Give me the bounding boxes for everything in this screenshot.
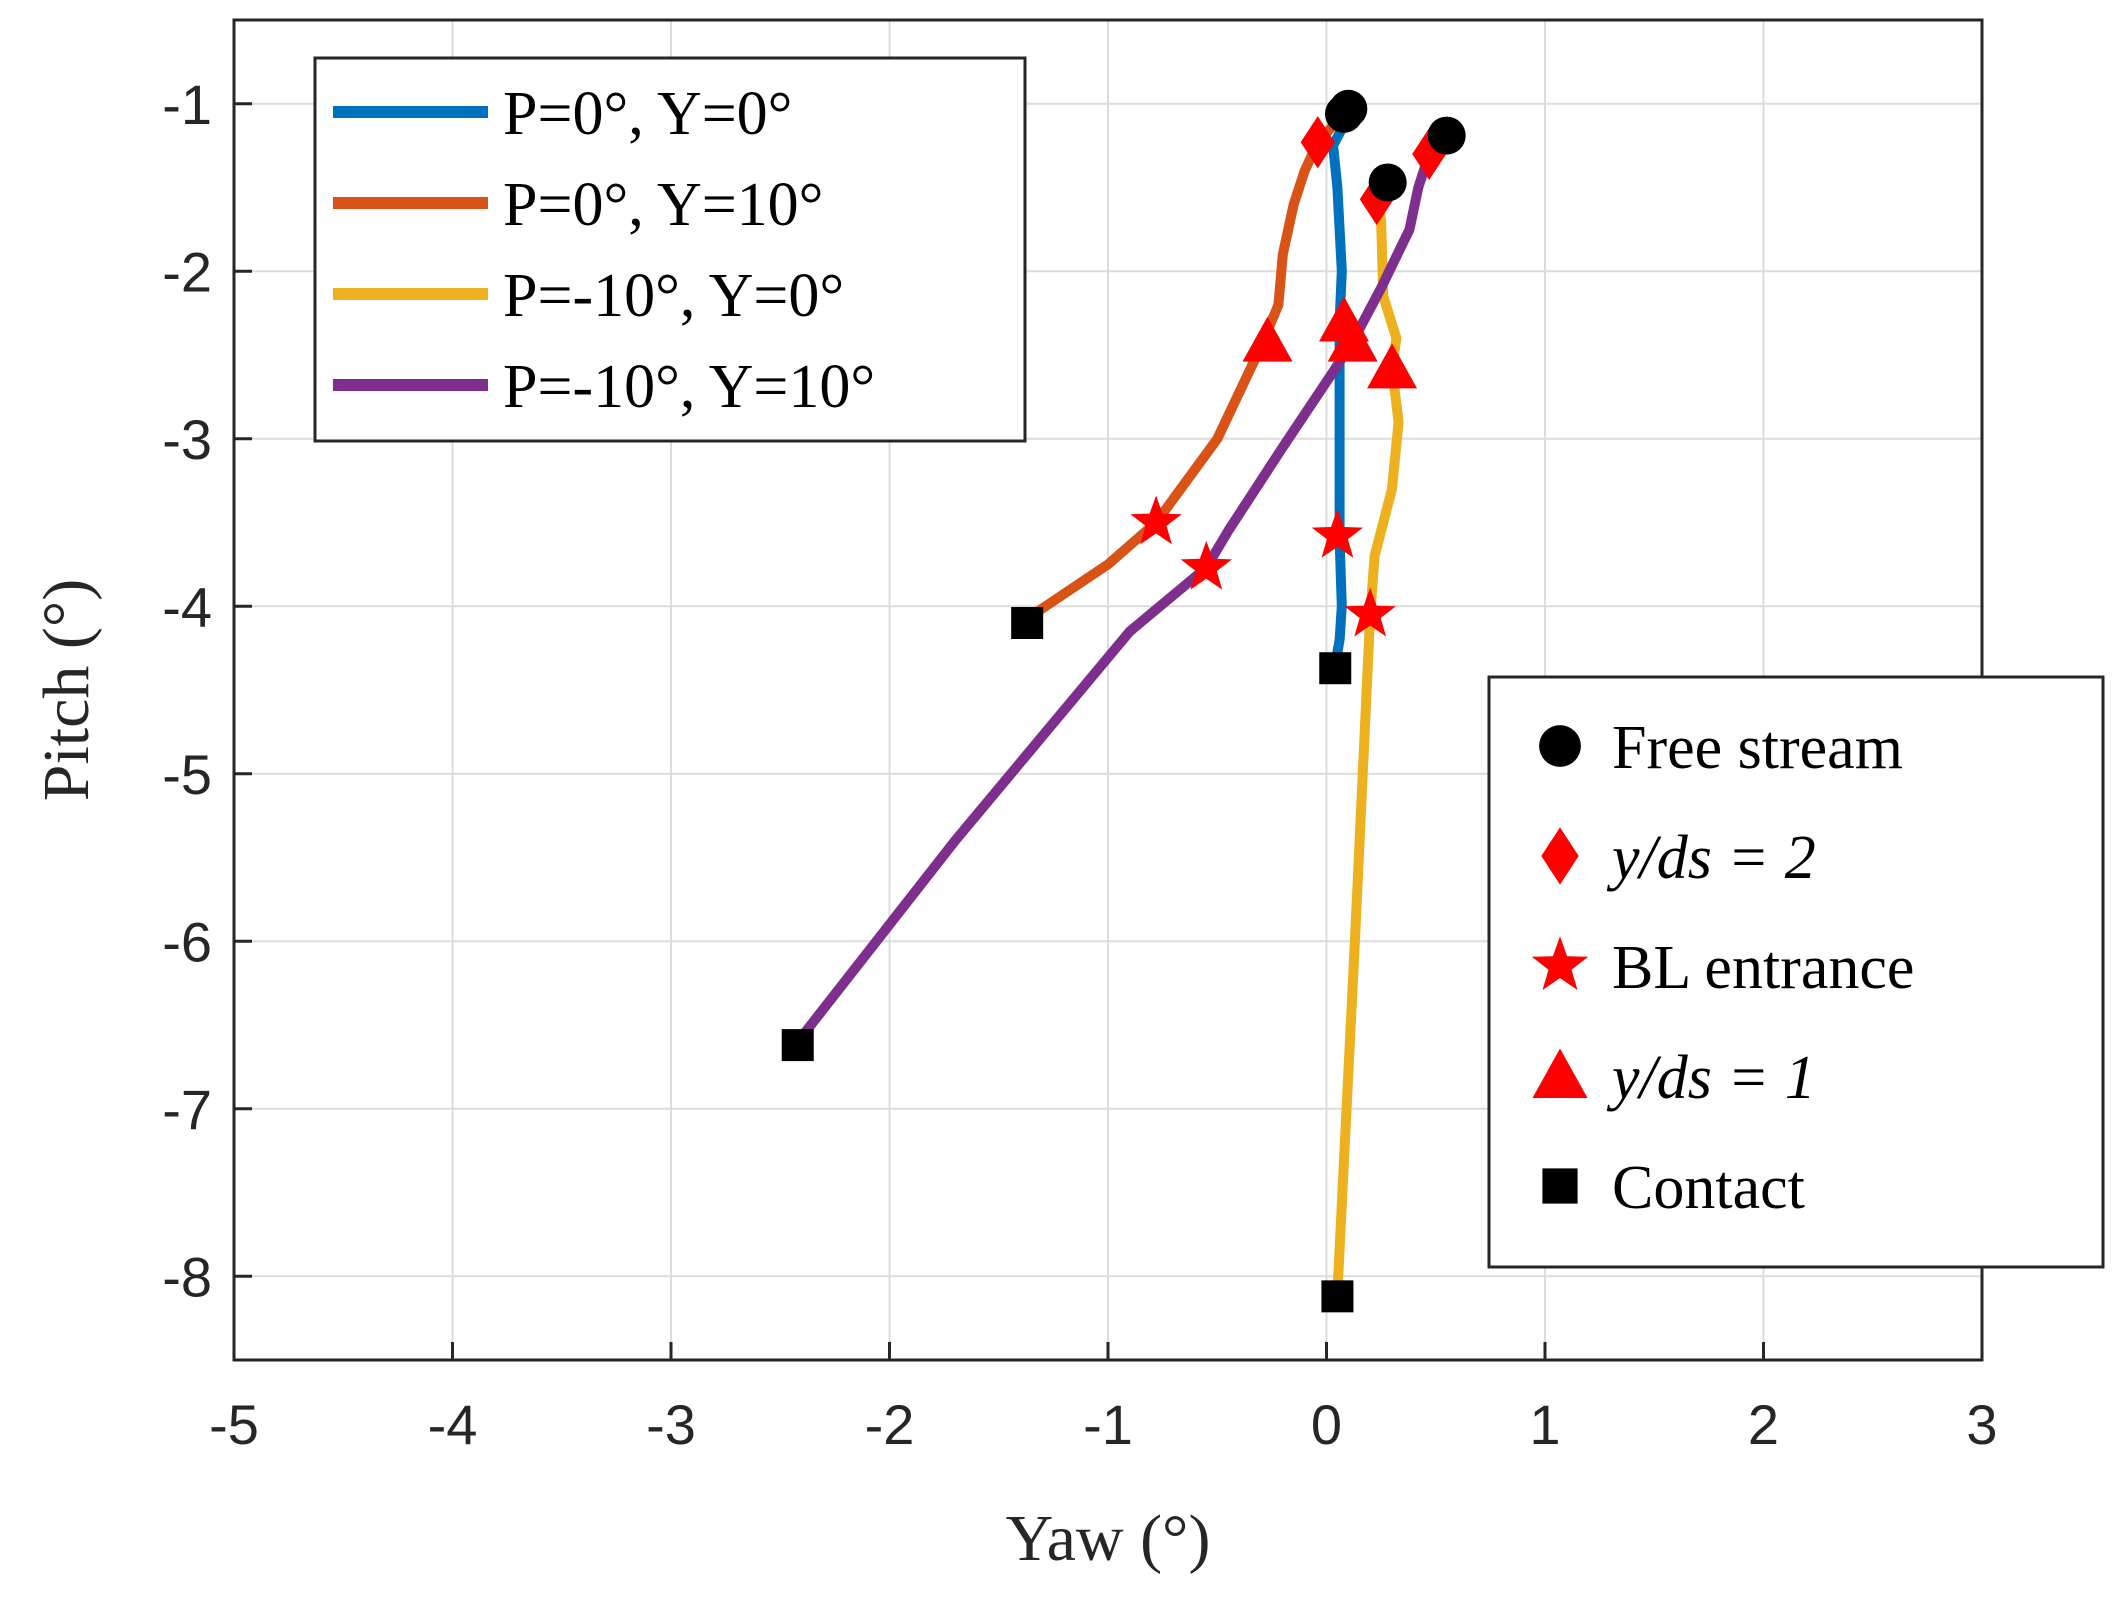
y-tick-label: -1 [162,73,212,136]
bl-entrance-marker-2 [1130,495,1182,545]
y-tick-labels: -1 -2 -3 -4 -5 -6 -7 -8 [162,73,212,1309]
legend-circle-marker [1539,725,1581,767]
legend-square-marker [1542,1168,1578,1204]
y-tick-label: -7 [162,1078,212,1141]
x-tick-label: 0 [1311,1393,1342,1456]
legend-marker-label-2: y/ds = 2 [1606,824,1816,892]
legend-triangle-marker [1532,1048,1588,1098]
bl-entrance-marker-4 [1180,540,1232,590]
legend-markers-box [1487,675,2105,1269]
legend-star-marker [1531,936,1589,990]
y-tick-label: -3 [162,408,212,471]
x-tick-label: -4 [428,1393,478,1456]
legend-series-label-1: P=0°, Y=0° [503,80,792,148]
legend-marker-label-3: BL entrance [1612,934,1914,1002]
legend-marker-label-5: Contact [1612,1154,1805,1222]
y-ds-1-marker-2 [1242,316,1293,362]
free-stream-marker-3 [1368,163,1407,202]
series-line-4 [792,130,1452,1047]
x-tick-label: -1 [1083,1393,1133,1456]
legend-diamond-marker [1541,827,1579,885]
y-ds-2-marker-2 [1300,116,1335,169]
x-tick-labels: -5 -4 -3 -2 -1 0 1 2 3 [209,1393,1997,1456]
y-ds-1-marker-4 [1327,316,1378,362]
y-tick-label: -2 [162,240,212,303]
bl-entrance-marker-3 [1344,587,1396,637]
x-axis-title: Yaw (°) [1006,1502,1211,1575]
free-stream-marker-4 [1427,116,1466,155]
bl-entrance-marker-1 [1311,508,1364,558]
x-tick-label: 2 [1748,1393,1779,1456]
y-tick-label: -6 [162,910,212,973]
x-tick-label: -5 [209,1393,259,1456]
legend-marker-label-4: y/ds = 1 [1606,1044,1816,1112]
axis-ticks [232,102,1984,1360]
contact-marker-4 [781,1029,814,1062]
legend-series-label-3: P=-10°, Y=0° [503,262,844,330]
y-axis-title: Pitch (°) [30,579,103,802]
x-tick-label: 1 [1529,1393,1560,1456]
legend-markers: Free stream y/ds = 2 BL entrance y/ds = 1 Co… [1487,675,2105,1269]
legend-series-box [313,56,1027,443]
legend-series-label-2: P=0°, Y=10° [503,171,823,239]
x-tick-label: -3 [646,1393,696,1456]
y-tick-label: -8 [162,1245,212,1308]
free-stream-marker-2 [1324,94,1363,133]
legend-marker-label-1: Free stream [1612,714,1903,782]
y-ds-1-marker-3 [1367,343,1418,389]
legend-series-label-4: P=-10°, Y=10° [503,353,875,421]
legend-series: P=0°, Y=0° P=0°, Y=10° P=-10°, Y=0° P=-10°,… [313,56,1027,443]
x-tick-label: -2 [865,1393,915,1456]
y-tick-label: -4 [162,575,212,638]
x-tick-label: 3 [1966,1393,1997,1456]
series-line-2 [1015,108,1349,628]
y-tick-label: -5 [162,743,212,806]
contact-marker-2 [1011,607,1044,639]
contact-marker-3 [1321,1280,1354,1313]
series-markers [781,89,1466,1313]
contact-marker-1 [1319,652,1352,685]
